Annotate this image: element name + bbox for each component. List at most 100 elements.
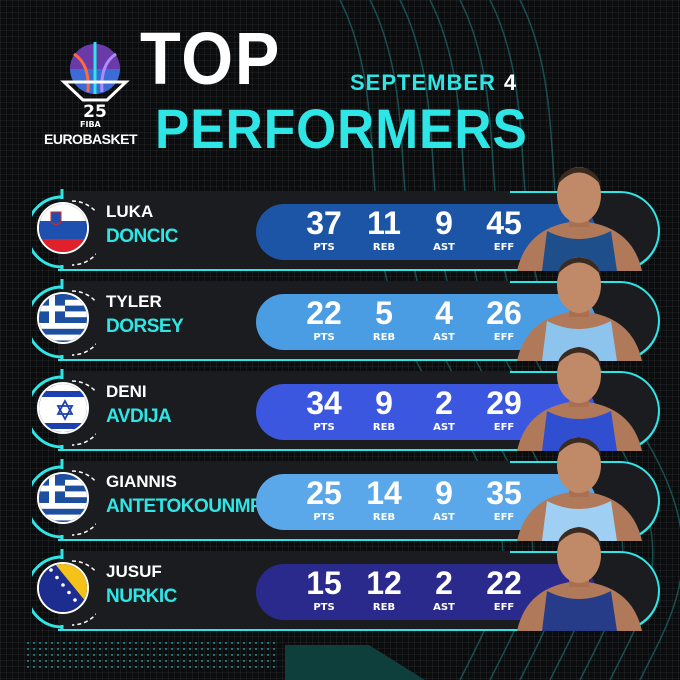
stat-label: REB (372, 422, 396, 433)
stat-value: 26 (486, 295, 522, 331)
stat-pts: 22 PTS (294, 294, 354, 344)
player-last-name: DORSEY (106, 316, 184, 337)
stat-value: 29 (486, 385, 522, 421)
player-first-name: TYLER (106, 292, 162, 311)
stat-value: 22 (486, 565, 522, 601)
stat-label: PTS (313, 422, 335, 433)
player-row: LUKA DONCIC 37 PTS 11 REB 9 AST 45 EFF (28, 167, 660, 273)
stat-eff: 45 EFF (474, 204, 534, 254)
player-last-name: DONCIC (106, 226, 178, 247)
player-first-name: DENI (106, 382, 147, 401)
brand-name: EUROBASKET (44, 131, 138, 147)
player-row: DENI AVDIJA 34 PTS 9 REB 2 AST 29 EFF (28, 347, 660, 453)
israel-flag-icon (37, 382, 89, 434)
stat-value: 11 (367, 205, 401, 241)
stat-value: 22 (306, 295, 342, 331)
stat-label: EFF (493, 332, 515, 343)
stat-reb: 11 REB (354, 204, 414, 254)
flag-ring (32, 369, 96, 451)
logo-number: 25 (83, 102, 107, 122)
stat-value: 34 (306, 385, 342, 421)
stat-label: PTS (313, 242, 335, 253)
stat-ast: 9 AST (414, 474, 474, 524)
player-row: JUSUF NURKIC 15 PTS 12 REB 2 AST 22 EFF (28, 527, 660, 633)
player-photo (517, 437, 642, 541)
stat-label: EFF (493, 422, 515, 433)
stat-value: 9 (375, 385, 393, 421)
stat-label: REB (372, 512, 396, 523)
player-last-name: NURKIC (106, 586, 177, 607)
stat-value: 2 (435, 385, 453, 421)
stat-pts: 25 PTS (294, 474, 354, 524)
stat-label: REB (372, 242, 396, 253)
stat-pts: 37 PTS (294, 204, 354, 254)
stat-value: 35 (486, 475, 522, 511)
stat-label: AST (433, 332, 455, 343)
stat-value: 14 (366, 475, 402, 511)
player-first-name: LUKA (106, 202, 154, 221)
stat-value: 4 (435, 295, 453, 331)
stat-label: EFF (493, 242, 515, 253)
stat-eff: 26 EFF (474, 294, 534, 344)
stats-pill: 34 PTS 9 REB 2 AST 29 EFF (256, 384, 596, 440)
stat-reb: 14 REB (354, 474, 414, 524)
slovenia-flag-icon (37, 202, 89, 254)
stat-label: REB (372, 602, 396, 613)
player-first-name: GIANNIS (106, 472, 177, 491)
player-last-name: ANTETOKOUNMPO (106, 496, 277, 517)
flag-ring (32, 549, 96, 631)
title-bottom: PERFORMERS (155, 97, 528, 160)
flag-ring (32, 189, 96, 271)
stat-eff: 29 EFF (474, 384, 534, 434)
greece-flag-icon (37, 472, 89, 524)
stat-value: 45 (486, 205, 522, 241)
eurobasket-logo: 25 (60, 42, 130, 122)
player-row: TYLER DORSEY 22 PTS 5 REB 4 AST 26 EFF (28, 257, 660, 363)
stat-eff: 35 EFF (474, 474, 534, 524)
stat-value: 15 (306, 565, 342, 601)
player-photo (517, 167, 642, 271)
flag-ring (32, 459, 96, 541)
date-month: SEPTEMBER (350, 70, 496, 95)
stat-label: AST (433, 422, 455, 433)
stat-reb: 9 REB (354, 384, 414, 434)
date: SEPTEMBER 4 (350, 70, 517, 96)
stat-label: PTS (313, 602, 335, 613)
stat-value: 9 (435, 205, 453, 241)
player-photo (517, 347, 642, 451)
player-row: GIANNIS ANTETOKOUNMPO 25 PTS 14 REB 9 AST 35 EF… (28, 437, 660, 543)
stat-label: AST (433, 602, 455, 613)
greece-flag-icon (37, 292, 89, 344)
stat-pts: 34 PTS (294, 384, 354, 434)
stat-reb: 12 REB (354, 564, 414, 614)
title-top: TOP (140, 17, 282, 100)
stat-value: 5 (375, 295, 393, 331)
stat-label: EFF (493, 602, 515, 613)
fiba-label: FIBA (80, 120, 101, 129)
player-last-name: AVDIJA (106, 406, 172, 427)
stat-ast: 9 AST (414, 204, 474, 254)
decorative-dots (25, 640, 275, 670)
stat-label: PTS (313, 332, 335, 343)
date-day: 4 (503, 70, 518, 95)
stat-value: 2 (435, 565, 453, 601)
bosnia-flag-icon (37, 562, 89, 614)
stat-value: 25 (306, 475, 342, 511)
stat-label: AST (433, 512, 455, 523)
stat-value: 12 (366, 565, 402, 601)
stat-ast: 2 AST (414, 384, 474, 434)
stat-label: EFF (493, 512, 515, 523)
stat-label: AST (433, 242, 455, 253)
player-photo (517, 527, 642, 631)
stat-ast: 2 AST (414, 564, 474, 614)
stat-value: 9 (435, 475, 453, 511)
stat-label: PTS (313, 512, 335, 523)
player-photo (517, 257, 642, 361)
stat-value: 37 (306, 205, 342, 241)
stat-pts: 15 PTS (294, 564, 354, 614)
stat-ast: 4 AST (414, 294, 474, 344)
stat-reb: 5 REB (354, 294, 414, 344)
player-first-name: JUSUF (106, 562, 162, 581)
stat-eff: 22 EFF (474, 564, 534, 614)
flag-ring (32, 279, 96, 361)
